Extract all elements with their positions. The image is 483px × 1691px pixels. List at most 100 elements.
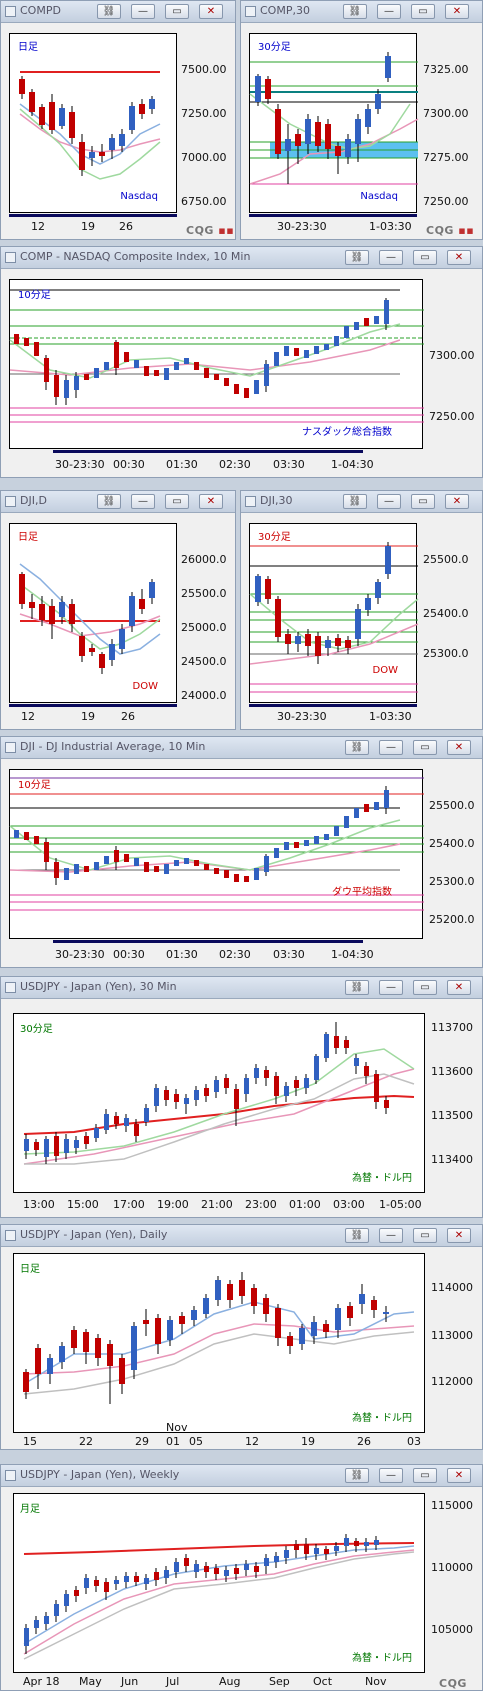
minimize-button[interactable]: — [131,4,155,19]
window-icon [5,1230,16,1241]
candles [24,1022,389,1164]
y-tick: 7250.00 [429,410,475,423]
link-button[interactable]: ⛓ [345,250,369,265]
candlestick-chart [19,563,161,674]
y-tick: 113500 [431,1109,473,1122]
restore-button[interactable]: ▭ [413,250,437,265]
title-bar[interactable]: USDJPY - Japan (Yen), 30 Min ⛓ — ▭ ✕ [1,977,482,999]
x-tick: Nov [365,1675,387,1688]
candlestick-chart [23,1534,415,1660]
link-button[interactable]: ⛓ [343,494,367,509]
chart-plot[interactable]: 日足 DOW [9,523,177,703]
minimize-button[interactable]: — [379,980,403,995]
title-bar[interactable]: DJI - DJ Industrial Average, 10 Min ⛓ — … [1,737,482,759]
close-button[interactable]: ✕ [447,740,471,755]
link-button[interactable]: ⛓ [345,980,369,995]
chart-plot[interactable]: 30分足 為替・ドル円 [13,1013,425,1193]
window-title: DJI - DJ Industrial Average, 10 Min [20,740,206,753]
close-button[interactable]: ✕ [199,494,223,509]
restore-button[interactable]: ▭ [165,494,189,509]
minimize-button[interactable]: — [131,494,155,509]
link-button[interactable]: ⛓ [345,1228,369,1243]
y-tick: 7300.00 [423,107,469,120]
x-tick: 1-04:30 [331,458,374,471]
window-title: USDJPY - Japan (Yen), 30 Min [20,980,177,993]
window-title: COMP - NASDAQ Composite Index, 10 Min [20,250,251,263]
link-button[interactable]: ⛓ [343,4,367,19]
x-tick: 05 [189,1435,203,1448]
title-bar[interactable]: USDJPY - Japan (Yen), Weekly ⛓ — ▭ ✕ [1,1465,482,1487]
chart-plot[interactable]: 30分足 Nasdaq [249,33,419,213]
close-button[interactable]: ✕ [199,4,223,19]
cqg-logo: CQG [439,1677,467,1690]
title-bar[interactable]: COMP - NASDAQ Composite Index, 10 Min ⛓ … [1,247,482,269]
instrument-label: 為替・ドル円 [352,1173,412,1184]
cqg-logo: CQG ▪▪ [426,224,475,237]
minimize-button[interactable]: — [377,4,401,19]
restore-button[interactable]: ▭ [411,494,435,509]
chart-plot[interactable]: 日足 為替・ドル円 [13,1253,425,1433]
time-axis-bar [9,704,177,707]
y-tick: 25500.0 [429,799,475,812]
close-button[interactable]: ✕ [447,1228,471,1243]
x-tick: 19 [81,710,95,723]
chart-plot[interactable]: 10分足 ダウ平均指数 [9,769,424,939]
x-tick: 03 [407,1435,421,1448]
restore-button[interactable]: ▭ [413,1468,437,1483]
link-button[interactable]: ⛓ [345,1468,369,1483]
candlestick-chart [23,1272,415,1404]
candlestick-chart [23,1022,415,1165]
y-tick: 24500.0 [181,655,227,668]
minimize-button[interactable]: — [377,494,401,509]
restore-button[interactable]: ▭ [411,4,435,19]
title-bar[interactable]: DJI,30 ⛓ — ▭ ✕ [241,491,482,513]
y-tick: 7250.00 [423,195,469,208]
minimize-button[interactable]: — [379,250,403,265]
x-tick: 1-05:00 [379,1198,422,1211]
chart-plot[interactable]: 10分足 ナスダック総合指数 [9,279,424,449]
dji10-window: DJI - DJ Industrial Average, 10 Min ⛓ — … [0,736,483,968]
close-button[interactable]: ✕ [447,250,471,265]
restore-button[interactable]: ▭ [413,1228,437,1243]
time-axis-bar [53,450,363,453]
link-button[interactable]: ⛓ [97,4,121,19]
restore-button[interactable]: ▭ [413,980,437,995]
time-axis-bar [249,704,417,707]
x-tick: 19 [301,1435,315,1448]
close-button[interactable]: ✕ [445,494,469,509]
title-bar[interactable]: DJI,D ⛓ — ▭ ✕ [1,491,235,513]
close-button[interactable]: ✕ [447,1468,471,1483]
title-bar[interactable]: COMPD ⛓ — ▭ ✕ [1,1,235,23]
minimize-button[interactable]: — [379,1228,403,1243]
close-button[interactable]: ✕ [445,4,469,19]
chart-plot[interactable]: 30分足 DOW [249,523,419,703]
instrument-label: Nasdaq [120,191,158,202]
instrument-label: ナスダック総合指数 [302,427,392,438]
x-tick: 01:00 [289,1198,321,1211]
link-button[interactable]: ⛓ [97,494,121,509]
candlestick-chart [9,289,424,423]
minimize-button[interactable]: — [379,1468,403,1483]
chart-plot[interactable]: 月足 為替・ドル円 [13,1493,425,1673]
y-tick: 25400.0 [429,837,475,850]
candlestick-chart [9,777,424,911]
x-tick: 30-23:30 [277,220,327,233]
restore-button[interactable]: ▭ [165,4,189,19]
timeframe-label: 日足 [20,1264,40,1275]
close-button[interactable]: ✕ [447,980,471,995]
link-button[interactable]: ⛓ [345,740,369,755]
y-tick: 7500.00 [181,63,227,76]
chart-plot[interactable]: 日足 Nasdaq [9,33,177,213]
window-icon [245,496,256,507]
window-icon [5,742,16,753]
timeframe-label: 日足 [18,42,38,53]
restore-button[interactable]: ▭ [413,740,437,755]
instrument-label: DOW [372,665,398,676]
x-tick: May [79,1675,102,1688]
minimize-button[interactable]: — [379,740,403,755]
cqg-logo: CQG ▪▪ [186,224,235,237]
title-bar[interactable]: COMP,30 ⛓ — ▭ ✕ [241,1,482,23]
timeframe-label: 30分足 [258,532,291,543]
y-tick: 24000.0 [181,689,227,702]
title-bar[interactable]: USDJPY - Japan (Yen), Daily ⛓ — ▭ ✕ [1,1225,482,1247]
